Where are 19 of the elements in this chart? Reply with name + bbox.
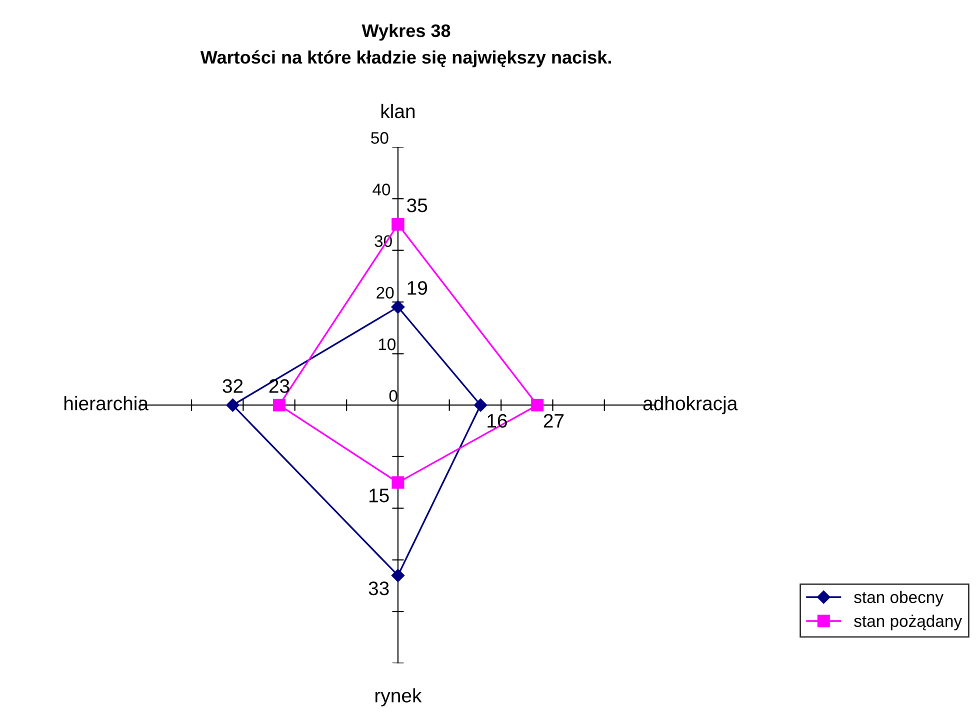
data-label: 32 [222,379,243,393]
legend-label: stan obecny [854,590,944,606]
data-label: 27 [544,414,564,428]
data-label: 19 [408,281,428,295]
y-tick-label: 40 [372,184,390,196]
data-label: 23 [269,379,290,393]
spoke-label: rynek [375,688,422,706]
data-label: 35 [407,198,428,212]
spoke-label: klan [381,104,415,118]
y-tick-label: 20 [376,286,394,299]
data-label: 16 [488,414,507,428]
y-tick-label: 10 [378,338,396,350]
chart-title: Wykres 38 [362,24,450,41]
data-label: 15 [369,488,389,502]
data-label: 33 [368,582,389,596]
legend-label: stan pożądany [854,614,962,630]
y-tick-label: 0 [389,390,398,402]
y-tick-label: 50 [371,132,388,144]
chart-subtitle: Wartości na które kładzie się największy nacisk. [200,50,611,68]
